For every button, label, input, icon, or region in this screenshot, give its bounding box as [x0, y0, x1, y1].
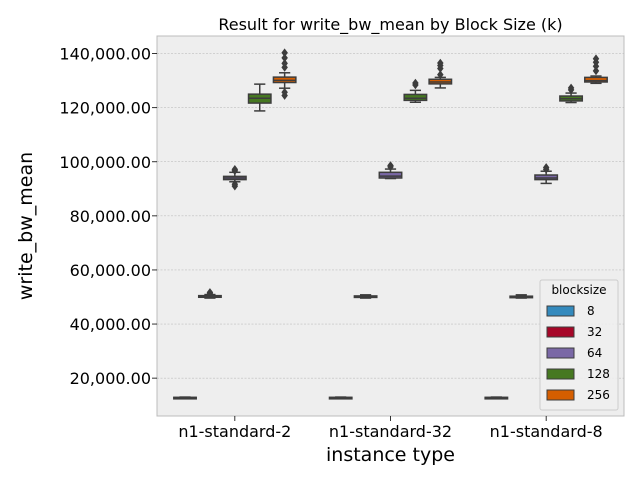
box-32-n1-standard-32	[353, 294, 378, 299]
outlier-point	[281, 48, 288, 58]
legend-swatch-8	[546, 305, 575, 317]
y-tick-label: 140,000.00	[59, 45, 151, 64]
outlier-point	[592, 66, 600, 76]
box-iqr	[403, 93, 428, 102]
legend: blocksize 8 32 64 128 256	[539, 279, 619, 411]
box-8-n1-standard-8	[484, 396, 509, 400]
y-tick-label: 100,000.00	[59, 153, 151, 172]
y-tick-label: 120,000.00	[59, 99, 151, 118]
legend-label-8: 8	[587, 304, 595, 318]
box-8-n1-standard-2	[173, 396, 197, 400]
legend-swatch-128	[546, 368, 575, 380]
legend-swatch-64	[546, 347, 575, 359]
outlier-point	[281, 58, 288, 68]
box-32-n1-standard-8	[509, 294, 534, 299]
outlier-point	[542, 165, 550, 174]
box-256-n1-standard-32	[428, 58, 453, 89]
legend-label-256: 256	[587, 388, 610, 402]
box-32-n1-standard-2	[197, 288, 222, 299]
box-iqr	[584, 76, 608, 83]
box-iqr	[378, 171, 403, 179]
x-tick-label: n1-standard-32	[329, 422, 452, 441]
x-axis-title: instance type	[326, 444, 455, 466]
box-64-n1-standard-2	[222, 165, 247, 191]
box-256-n1-standard-2	[272, 48, 297, 100]
outlier-point	[206, 288, 214, 298]
outlier-point	[412, 78, 419, 88]
box-64-n1-standard-32	[378, 161, 403, 180]
box-8-n1-standard-32	[328, 396, 353, 400]
y-tick-label: 60,000.00	[70, 261, 151, 280]
y-tick-label: 20,000.00	[70, 369, 151, 388]
box-128-n1-standard-2	[247, 83, 272, 112]
chart-title: Result for write_bw_mean by Block Size (…	[218, 15, 562, 35]
legend-label-32: 32	[587, 325, 602, 339]
y-tick-label: 80,000.00	[70, 207, 151, 226]
outlier-point	[387, 162, 394, 172]
outlier-point	[281, 53, 288, 63]
outlier-point	[281, 87, 288, 97]
box-128-n1-standard-8	[559, 83, 584, 104]
y-axis-ticks: 20,000.00 40,000.00 60,000.00 80,000.00 100,…	[59, 45, 157, 388]
outlier-point	[231, 181, 239, 191]
y-axis-title: write_bw_mean	[15, 152, 37, 300]
x-axis-ticks: n1-standard-2 n1-standard-32 n1-standard-8	[178, 416, 603, 441]
x-tick-label: n1-standard-2	[178, 422, 291, 441]
outlier-point	[567, 83, 575, 93]
legend-swatch-256	[546, 389, 575, 401]
box-256-n1-standard-8	[584, 54, 608, 85]
box-128-n1-standard-32	[403, 78, 428, 104]
legend-label-64: 64	[587, 346, 602, 360]
legend-title: blocksize	[551, 283, 606, 297]
box-64-n1-standard-8	[534, 163, 559, 185]
box-plots	[173, 48, 608, 400]
legend-label-128: 128	[587, 367, 610, 381]
outlier-point	[231, 166, 239, 176]
y-tick-label: 40,000.00	[70, 315, 151, 334]
outlier-point	[592, 54, 600, 64]
outlier-point	[437, 70, 444, 80]
x-tick-label: n1-standard-8	[490, 422, 603, 441]
legend-swatch-32	[546, 326, 575, 338]
outlier-point	[437, 58, 444, 68]
